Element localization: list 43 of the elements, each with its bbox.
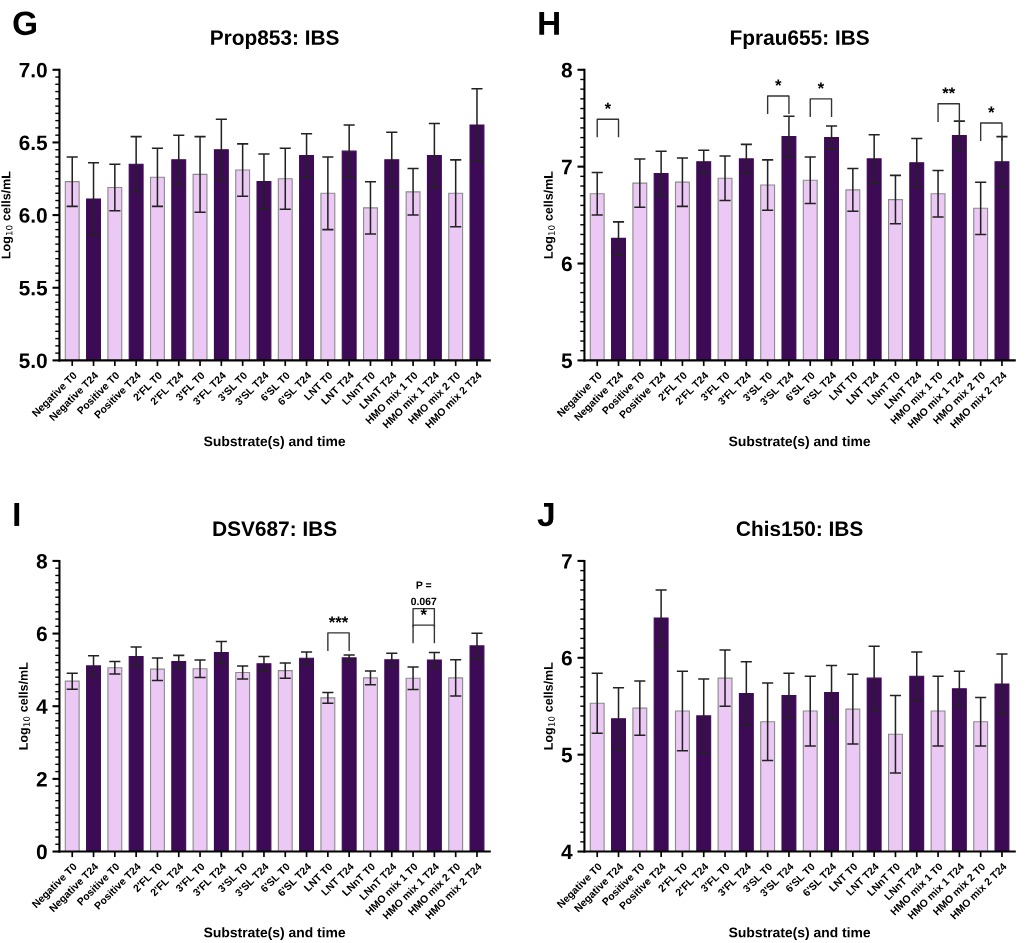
annotation: P = xyxy=(416,581,432,589)
annotation: 0.067 xyxy=(411,597,437,606)
x-axis-title: Substrate(s) and time xyxy=(204,436,346,449)
y-axis-title: Log$_{10}$ cells/mL xyxy=(543,662,556,750)
y-tick-label: 5.0 xyxy=(19,353,47,369)
y-tick-label: 6 xyxy=(36,626,47,642)
text: G xyxy=(13,11,36,36)
text: I xyxy=(14,503,20,526)
y-tick-label: 5 xyxy=(561,747,573,763)
text: J xyxy=(537,503,554,527)
text: H xyxy=(539,11,559,35)
annotation: ** xyxy=(942,87,956,94)
annotation: * xyxy=(775,79,782,86)
annotation: * xyxy=(604,102,612,110)
y-tick-label: 7.0 xyxy=(19,62,47,78)
annotation: * xyxy=(817,82,825,89)
y-tick-label: 2 xyxy=(36,771,47,787)
chart-title: DSV687: IBS xyxy=(213,521,337,537)
y-tick-label: 4 xyxy=(36,699,48,714)
x-axis-title: Substrate(s) and time xyxy=(729,927,871,941)
annotation: * xyxy=(988,106,995,113)
chart-title: Chis150: IBS xyxy=(736,520,863,537)
annotation: * xyxy=(420,608,427,615)
y-tick-label: 4 xyxy=(561,844,573,860)
y-tick-label: 5.5 xyxy=(19,280,48,296)
y-tick-label: 5 xyxy=(561,353,573,369)
annotation: *** xyxy=(328,616,349,623)
x-axis-title: Substrate(s) and time xyxy=(204,927,346,941)
chart-title: Fprau655: IBS xyxy=(730,30,869,50)
y-tick-label: 0 xyxy=(36,844,47,860)
y-tick-label: 8 xyxy=(36,553,48,569)
y-tick-label: 6.0 xyxy=(19,208,47,223)
y-tick-label: 6 xyxy=(561,256,572,272)
y-axis-title: Log$_{10}$ cells/mL xyxy=(543,171,556,259)
y-tick-label: 6.5 xyxy=(19,135,48,151)
y-tick-label: 7 xyxy=(561,159,572,175)
y-tick-label: 8 xyxy=(561,62,572,78)
y-axis-title: Log$_{10}$ cells/mL xyxy=(18,662,31,750)
y-tick-label: 7 xyxy=(561,554,572,569)
chart-title: Prop853: IBS xyxy=(211,30,339,50)
y-tick-label: 6 xyxy=(561,650,572,666)
y-axis-title: Log$_{10}$ cells/mL xyxy=(1,171,13,259)
x-axis-title: Substrate(s) and time xyxy=(729,436,871,449)
